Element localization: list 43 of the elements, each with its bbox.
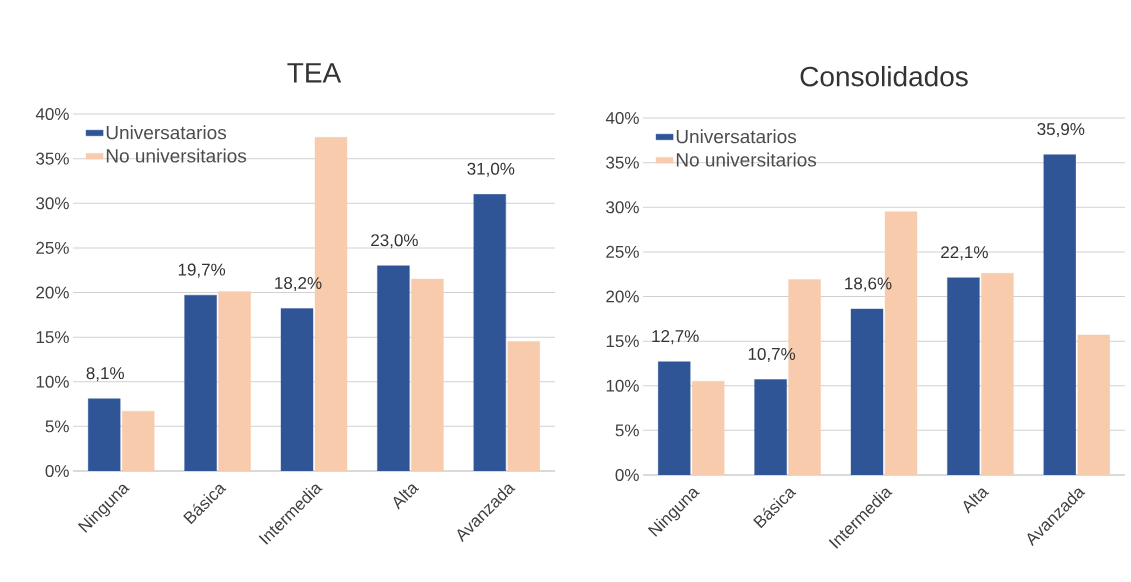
data-label: 31,0% [467,162,515,177]
y-tick-label: 25% [606,245,639,258]
y-tick-label: 35% [36,152,69,165]
bar [981,273,1014,475]
x-tick-label: Alta [963,488,990,514]
y-tick-label: 20% [606,290,639,303]
y-tick-label: 40% [605,111,639,125]
y-tick-label: 35% [606,156,639,169]
bar [218,291,251,471]
y-tick-label: 0% [615,468,639,482]
y-tick-label: 0% [45,464,69,478]
y-tick-label: 5% [615,424,639,437]
data-label: 22,1% [941,246,988,261]
data-label: 8,1% [86,367,124,382]
data-label: 10,7% [748,347,796,362]
y-tick-label: 30% [606,201,639,214]
y-tick-label: 40% [35,107,69,121]
y-tick-label: 10% [36,375,69,388]
x-tick-label: Alta [393,484,420,510]
legend-label: No universitarios [106,148,247,163]
y-tick-label: 5% [45,420,69,433]
y-tick-label: 15% [36,331,69,344]
chart-title: Consolidados [800,65,968,87]
bar [411,278,444,471]
data-label: 23,0% [371,234,418,249]
legend-label: Universatarios [676,129,797,144]
data-label: 35,9% [1037,123,1085,138]
y-tick-label: 20% [36,286,69,299]
y-tick-label: 10% [606,379,639,392]
y-tick-label: 15% [606,335,639,348]
y-tick-label: 30% [36,197,69,210]
bar [692,381,725,475]
data-label: 12,7% [652,330,699,345]
chart-title: TEA [287,63,342,83]
bar [122,411,155,471]
legend-label: Universatarios [106,125,227,140]
y-tick-label: 25% [36,241,69,254]
data-label: 18,2% [275,276,322,292]
bar [507,341,540,471]
data-label: 18,6% [845,277,892,292]
legend-label: No universitarios [676,152,817,167]
bar [1077,334,1111,475]
data-label: 19,7% [178,263,226,278]
